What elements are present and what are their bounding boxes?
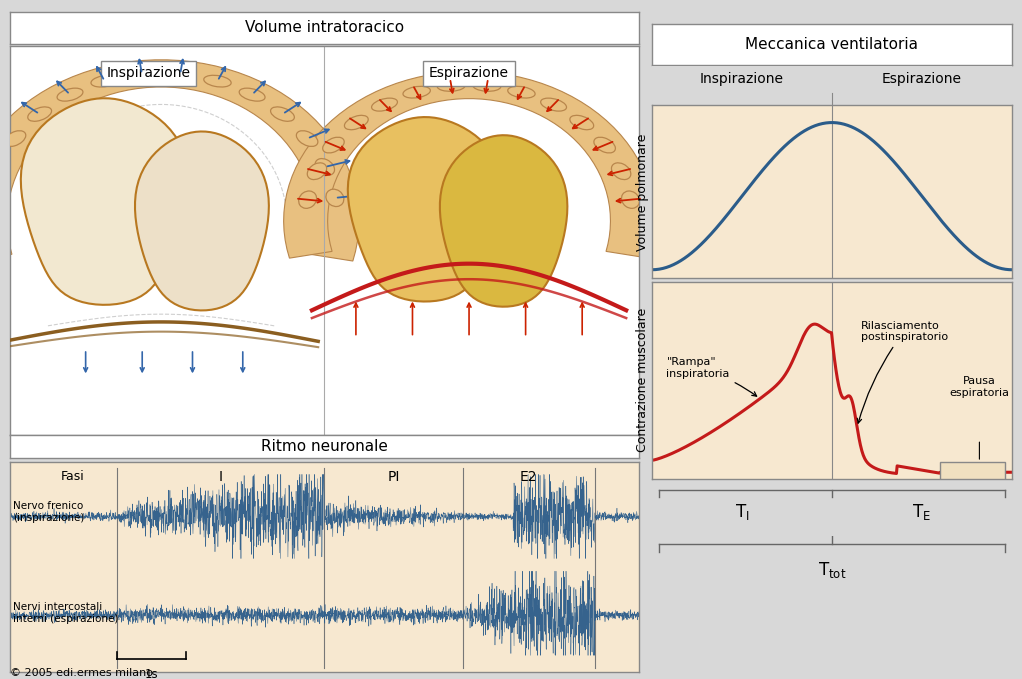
Ellipse shape xyxy=(621,191,640,208)
Ellipse shape xyxy=(128,69,156,79)
Text: Espirazione: Espirazione xyxy=(429,67,509,80)
Ellipse shape xyxy=(508,86,536,98)
Ellipse shape xyxy=(344,115,368,130)
Ellipse shape xyxy=(271,107,294,122)
Text: Ritmo neuronale: Ritmo neuronale xyxy=(261,439,388,454)
Ellipse shape xyxy=(308,163,327,179)
Text: Inspirazione: Inspirazione xyxy=(106,67,190,80)
Ellipse shape xyxy=(28,107,51,122)
Ellipse shape xyxy=(594,137,615,153)
Text: T$_\mathsf{I}$: T$_\mathsf{I}$ xyxy=(735,502,749,521)
Text: E2: E2 xyxy=(520,470,538,484)
Text: Meccanica ventilatoria: Meccanica ventilatoria xyxy=(745,37,919,52)
Ellipse shape xyxy=(372,98,398,111)
Text: Fasi: Fasi xyxy=(61,470,85,483)
Ellipse shape xyxy=(437,80,465,91)
Text: "Rampa"
inspiratoria: "Rampa" inspiratoria xyxy=(666,357,756,397)
Text: PI: PI xyxy=(387,470,400,484)
Ellipse shape xyxy=(298,191,317,208)
Text: © 2005 edi.ermes milano: © 2005 edi.ermes milano xyxy=(10,667,153,678)
Ellipse shape xyxy=(0,159,7,175)
Ellipse shape xyxy=(239,88,265,101)
Ellipse shape xyxy=(315,159,334,175)
Text: Volume intratoracico: Volume intratoracico xyxy=(245,20,404,35)
Ellipse shape xyxy=(473,80,501,91)
Text: 1s: 1s xyxy=(145,668,158,679)
Polygon shape xyxy=(439,135,567,307)
Y-axis label: Contrazione muscolare: Contrazione muscolare xyxy=(637,308,649,452)
Text: Inspirazione: Inspirazione xyxy=(700,72,784,86)
Ellipse shape xyxy=(296,131,318,147)
Polygon shape xyxy=(347,117,502,301)
Ellipse shape xyxy=(326,189,343,206)
Ellipse shape xyxy=(91,75,119,87)
Ellipse shape xyxy=(541,98,566,111)
Text: Nervi intercostali
interni (espirazione): Nervi intercostali interni (espirazione) xyxy=(13,602,119,624)
Bar xyxy=(940,462,1005,479)
Ellipse shape xyxy=(570,115,594,130)
Polygon shape xyxy=(135,132,269,310)
Text: Espirazione: Espirazione xyxy=(882,72,962,86)
Text: Rilasciamento
postinspiratorio: Rilasciamento postinspiratorio xyxy=(857,320,947,423)
Ellipse shape xyxy=(4,131,26,147)
Ellipse shape xyxy=(203,75,231,87)
Text: Nervo frenico
(inspirazione): Nervo frenico (inspirazione) xyxy=(13,501,85,523)
Ellipse shape xyxy=(611,163,631,179)
Text: Pausa
espiratoria: Pausa espiratoria xyxy=(949,376,1010,398)
Text: T$_\mathsf{E}$: T$_\mathsf{E}$ xyxy=(913,502,931,521)
Polygon shape xyxy=(284,71,654,258)
Y-axis label: Volume polmonare: Volume polmonare xyxy=(637,133,649,251)
Text: T$_\mathsf{tot}$: T$_\mathsf{tot}$ xyxy=(818,559,846,579)
Polygon shape xyxy=(20,98,188,305)
Ellipse shape xyxy=(57,88,83,101)
Polygon shape xyxy=(0,60,359,261)
Ellipse shape xyxy=(403,86,430,98)
Ellipse shape xyxy=(323,137,344,153)
Ellipse shape xyxy=(167,69,194,79)
Text: I: I xyxy=(219,470,223,484)
